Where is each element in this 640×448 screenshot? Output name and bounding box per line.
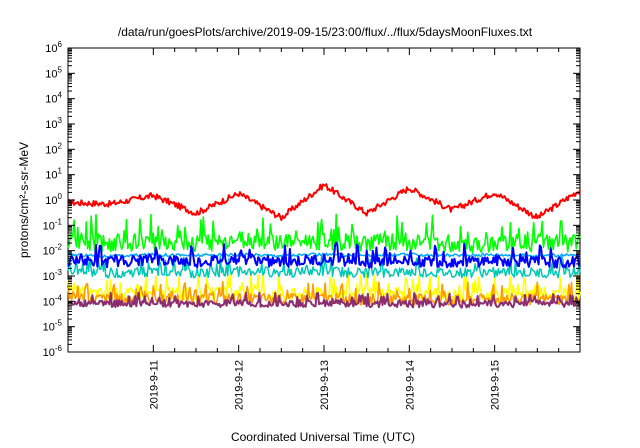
x-tick-label: 2019-9-11 [148, 360, 160, 409]
x-tick-label: 2019-9-13 [319, 360, 331, 410]
y-tick-label: 105 [45, 65, 62, 80]
y-tick-label: 100 [45, 192, 62, 207]
x-axis: 2019-9-11 2019-9-12 2019-9-13 2019-9-14 2019… [148, 48, 560, 410]
y-tick-label: 103 [45, 116, 62, 131]
x-tick-label: 2019-9-12 [234, 360, 246, 410]
x-tick-label: 2019-9-14 [404, 360, 416, 410]
plot-area: 10-6 10-5 10-4 10-3 10-2 10-1 100 101 102 103 104 1… [43, 40, 581, 410]
y-tick-label: 101 [45, 167, 62, 182]
y-tick-label: 106 [45, 40, 62, 55]
y-tick-label: 104 [45, 91, 62, 106]
series-layer [67, 183, 581, 309]
series-line-6 [67, 241, 581, 269]
y-axis: 10-6 10-5 10-4 10-3 10-2 10-1 100 101 102 103 104 1… [43, 40, 580, 359]
y-tick-label: 10-5 [43, 319, 63, 334]
y-tick-label: 10-3 [43, 268, 63, 283]
y-axis-title: protons/cm²-s-sr-MeV [17, 142, 31, 258]
series-line-2 [67, 213, 581, 254]
chart-title: /data/run/goesPlots/archive/2019-09-15/2… [118, 25, 533, 39]
series-line-8 [67, 291, 581, 309]
plot-frame [67, 47, 581, 353]
series-line-4 [67, 255, 581, 279]
y-tick-label: 10-2 [43, 243, 63, 258]
y-tick-label: 10-6 [43, 344, 63, 359]
y-tick-label: 10-4 [43, 293, 63, 308]
x-axis-title: Coordinated Universal Time (UTC) [231, 430, 415, 444]
y-tick-label: 10-1 [43, 217, 63, 232]
x-tick-label: 2019-9-15 [490, 360, 502, 410]
y-tick-label: 102 [45, 141, 62, 156]
series-line-1 [67, 183, 581, 222]
